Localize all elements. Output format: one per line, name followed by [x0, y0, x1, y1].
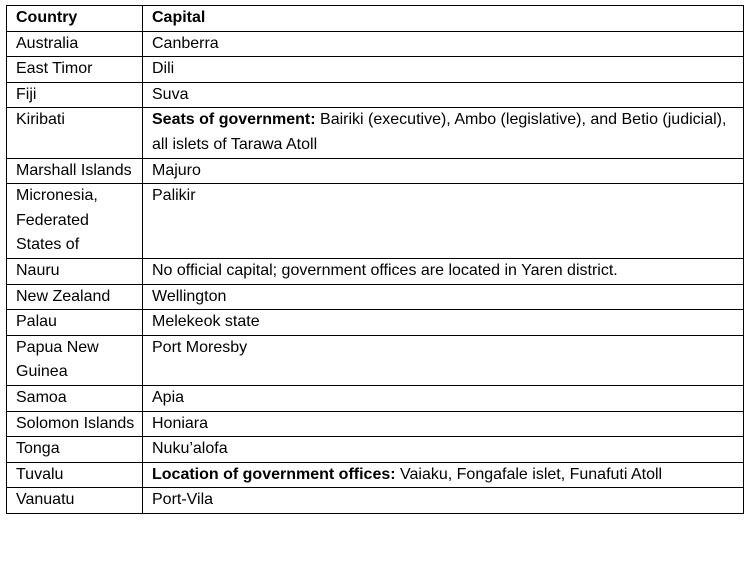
- capital-text: Majuro: [152, 161, 201, 179]
- capital-text: Vaiaku, Fongafale islet, Funafuti Atoll: [400, 465, 663, 483]
- table-row: Kiribati Seats of government: Bairiki (e…: [6, 107, 744, 159]
- table-row: Tuvalu Location of government offices: V…: [6, 461, 744, 489]
- country-cell: Kiribati: [6, 107, 143, 159]
- capital-label: Location of government offices:: [152, 465, 396, 483]
- capital-text: Palikir: [152, 187, 196, 205]
- country-cell: Marshall Islands: [6, 157, 143, 185]
- capital-text: Apia: [152, 388, 185, 406]
- capital-text: Port-Vila: [152, 491, 214, 509]
- country-cell: Micronesia, Federated States of: [6, 183, 143, 259]
- country-column-header: Country: [6, 5, 143, 32]
- country-cell: Samoa: [6, 384, 143, 412]
- capital-cell: Apia: [142, 384, 744, 412]
- table-row: Palau Melekeok state: [6, 309, 744, 336]
- capital-text: Dili: [152, 60, 175, 78]
- capital-text: Wellington: [152, 287, 227, 305]
- capital-text: No official capital; government offices …: [152, 261, 618, 279]
- table-row: Vanuatu Port-Vila: [6, 487, 744, 514]
- country-cell: Nauru: [6, 257, 143, 285]
- capital-cell: Port Moresby: [142, 334, 744, 386]
- capital-cell: Seats of government: Bairiki (executive)…: [142, 107, 744, 159]
- country-cell: Tonga: [6, 436, 143, 463]
- country-cell: Fiji: [6, 81, 143, 109]
- table-row: New Zealand Wellington: [6, 283, 744, 311]
- table-row: Nauru No official capital; government of…: [6, 257, 744, 285]
- country-cell: Tuvalu: [6, 461, 143, 489]
- capital-text: Nuku’alofa: [152, 440, 228, 458]
- capital-cell: No official capital; government offices …: [142, 257, 744, 285]
- capital-cell: Melekeok state: [142, 309, 744, 336]
- table-row: Solomon Islands Honiara: [6, 410, 744, 438]
- table-row: Fiji Suva: [6, 81, 744, 109]
- capital-text: Honiara: [152, 414, 209, 432]
- country-cell: New Zealand: [6, 283, 143, 311]
- capital-cell: Suva: [142, 81, 744, 109]
- capital-cell: Honiara: [142, 410, 744, 438]
- capital-column-header: Capital: [142, 5, 744, 32]
- capital-text: Melekeok state: [152, 313, 260, 331]
- capital-text: Suva: [152, 85, 189, 103]
- country-cell: Papua New Guinea: [6, 334, 143, 386]
- capital-cell: Dili: [142, 56, 744, 83]
- capital-text: Bairiki (executive), Ambo (legislative),…: [152, 111, 727, 153]
- capital-cell: Wellington: [142, 283, 744, 311]
- capital-text: Canberra: [152, 34, 219, 52]
- table-row: Australia Canberra: [6, 30, 744, 58]
- capital-cell: Nuku’alofa: [142, 436, 744, 463]
- table-row: Papua New Guinea Port Moresby: [6, 334, 744, 386]
- country-cell: East Timor: [6, 56, 143, 83]
- table-row: Tonga Nuku’alofa: [6, 436, 744, 463]
- capital-cell: Palikir: [142, 183, 744, 259]
- country-cell: Vanuatu: [6, 487, 143, 514]
- capital-cell: Location of government offices: Vaiaku, …: [142, 461, 744, 489]
- capital-cell: Canberra: [142, 30, 744, 58]
- table-row: Samoa Apia: [6, 384, 744, 412]
- capital-text: Port Moresby: [152, 338, 248, 356]
- capital-cell: Port-Vila: [142, 487, 744, 514]
- country-cell: Palau: [6, 309, 143, 336]
- table-row: East Timor Dili: [6, 56, 744, 83]
- capital-label: Seats of government:: [152, 111, 316, 129]
- table-row: Marshall Islands Majuro: [6, 157, 744, 185]
- country-cell: Australia: [6, 30, 143, 58]
- capital-cell: Majuro: [142, 157, 744, 185]
- header-row: Country Capital: [6, 5, 744, 32]
- table-row: Micronesia, Federated States of Palikir: [6, 183, 744, 259]
- country-cell: Solomon Islands: [6, 410, 143, 438]
- capitals-table: Country Capital Australia Canberra East …: [6, 5, 744, 514]
